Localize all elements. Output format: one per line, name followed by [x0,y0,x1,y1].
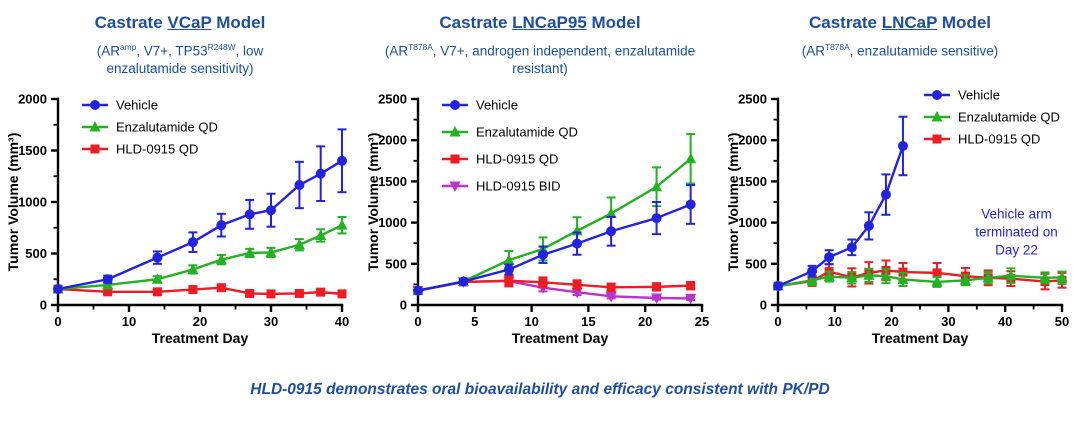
legend-label-enzalutamide-qd: Enzalutamide QD [476,125,578,140]
svg-text:30: 30 [941,314,955,329]
chart-lncap95: 0 500 1000 1500 2000 2500 0 5 10 15 20 25 Treatment … [360,85,720,351]
tick-labels: 0 500 1000 1500 2000 2500 0 10 20 30 40 50 [738,92,1069,330]
svg-text:40: 40 [998,314,1012,329]
panel-subtitle-vcap: (ARamp, V7+, TP53R248W, low enzalutamide… [96,42,264,76]
legend-label-vehicle: Vehicle [958,88,1000,103]
svg-text:2500: 2500 [378,92,407,107]
legend-label-vehicle: Vehicle [116,98,158,113]
legend-label-enzalutamide-qd: Enzalutamide QD [958,110,1060,125]
svg-text:0: 0 [40,298,47,313]
legend-label-hld-0915-qd: HLD-0915 QD [116,142,198,157]
svg-text:5: 5 [471,314,478,329]
panel-title-vcap: Castrate VCaP Model [94,13,266,32]
svg-text:0: 0 [400,298,407,313]
svg-text:25: 25 [695,314,709,329]
chart-lncap: 0 500 1000 1500 2000 2500 0 10 20 30 40 50 Treatment… [720,85,1080,351]
efficacy-figure: Castrate VCaP Model (ARamp, V7+, TP53R24… [0,0,1080,398]
svg-text:1500: 1500 [378,174,407,189]
axes [411,97,704,312]
y-axis-title: Tumor Volume (mm³) [365,133,381,272]
tick-labels: 0 500 1000 1500 2000 0 10 20 30 40 [18,92,349,330]
svg-text:15: 15 [581,314,595,329]
legend-label-hld-0915-bid: HLD-0915 BID [476,179,561,194]
svg-text:1500: 1500 [18,143,47,158]
legend: Vehicle Enzalutamide QD HLD-0915 QD [924,88,1060,147]
svg-text:20: 20 [193,314,207,329]
svg-text:1500: 1500 [738,174,767,189]
legend: Vehicle Enzalutamide QD HLD-0915 QD HLD-091… [442,98,578,194]
svg-text:0: 0 [774,314,781,329]
svg-text:30: 30 [264,314,278,329]
svg-text:0: 0 [414,314,421,329]
series-vehicle [773,115,908,292]
svg-text:500: 500 [25,246,47,261]
svg-text:0: 0 [54,314,61,329]
svg-text:50: 50 [1055,314,1069,329]
svg-text:1000: 1000 [738,215,767,230]
axes [51,97,344,312]
svg-text:2000: 2000 [378,133,407,148]
panel-title-lncap: Castrate LNCaP Model [808,13,992,32]
series-vehicle [413,184,696,296]
chart-svg-lncap95: 0 500 1000 1500 2000 2500 0 5 10 15 20 25 Treatment … [365,92,709,347]
tick-labels: 0 500 1000 1500 2000 2500 0 5 10 15 20 25 [378,92,709,330]
x-axis-title: Treatment Day [512,330,609,346]
panels-row: Castrate VCaP Model (ARamp, V7+, TP53R24… [0,0,1080,351]
svg-text:20: 20 [884,314,898,329]
panel-subtitle-lncap: (ART878A, enzalutamide sensitive) [801,42,999,59]
svg-text:40: 40 [335,314,349,329]
panel-title-lncap95: Castrate LNCaP95 Model [439,13,641,32]
svg-text:500: 500 [385,256,407,271]
legend: Vehicle Enzalutamide QD HLD-0915 QD [82,98,218,157]
panel-vcap: Castrate VCaP Model (ARamp, V7+, TP53R24… [0,0,360,351]
x-axis-title: Treatment Day [872,330,969,346]
svg-text:10: 10 [524,314,538,329]
series-vehicle [53,128,347,295]
svg-text:Vehicle arm: Vehicle arm [981,206,1052,221]
svg-text:20: 20 [638,314,652,329]
panel-lncap: Castrate LNCaP Model (ART878A, enzalutam… [720,0,1080,351]
x-axis-title: Treatment Day [152,330,249,346]
legend-label-enzalutamide-qd: Enzalutamide QD [116,120,218,135]
chart-svg-vcap: 0 500 1000 1500 2000 0 10 20 30 40 Treatment Day Tu… [5,92,349,347]
panel-subtitle-lncap95: (ART878A, V7+, androgen independent, enz… [384,42,696,76]
legend-label-hld-0915-qd: HLD-0915 QD [958,132,1040,147]
svg-text:1000: 1000 [378,215,407,230]
legend-label-hld-0915-qd: HLD-0915 QD [476,152,558,167]
svg-text:2500: 2500 [738,92,767,107]
y-axis-title: Tumor Volume (mm³) [725,133,741,272]
svg-text:10: 10 [122,314,136,329]
svg-text:10: 10 [828,314,842,329]
chart-vcap: 0 500 1000 1500 2000 0 10 20 30 40 Treatment Day Tu… [0,85,360,351]
figure-caption: HLD-0915 demonstrates oral bioavailabili… [250,381,830,398]
svg-text:Day 22: Day 22 [995,242,1038,257]
annotation-vehicle-arm: Vehicle arm terminated on Day 22 [975,206,1058,257]
svg-text:0: 0 [760,298,767,313]
svg-text:2000: 2000 [738,133,767,148]
svg-text:2000: 2000 [18,92,47,107]
y-axis-title: Tumor Volume (mm³) [5,133,21,272]
svg-text:500: 500 [745,256,767,271]
svg-text:terminated on: terminated on [975,224,1058,239]
panel-lncap95: Castrate LNCaP95 Model (ART878A, V7+, an… [360,0,720,351]
series-hld-0915-qd [413,274,696,296]
legend-label-vehicle: Vehicle [476,98,518,113]
chart-svg-lncap: 0 500 1000 1500 2000 2500 0 10 20 30 40 50 Treatment… [725,88,1069,347]
svg-text:1000: 1000 [18,195,47,210]
